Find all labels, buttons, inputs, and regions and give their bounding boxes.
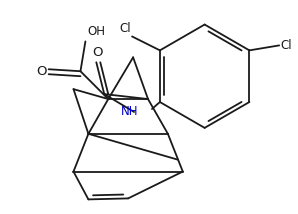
Text: Cl: Cl [280,39,292,52]
Text: NH: NH [120,106,138,119]
Text: Cl: Cl [119,22,131,36]
Text: O: O [36,65,47,78]
Text: O: O [92,46,103,59]
Text: OH: OH [87,25,105,39]
